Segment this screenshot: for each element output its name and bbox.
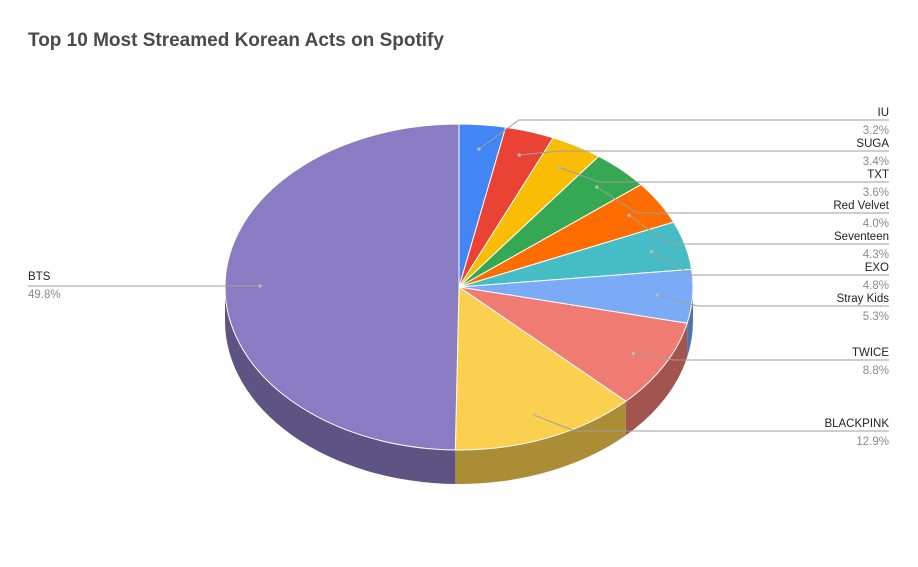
label-bts: BTS [28,271,51,283]
leader-dot-exo [649,249,653,254]
leader-line-suga [519,150,889,156]
leader-dot-iu [477,147,481,151]
label-seventeen: Seventeen [834,231,889,243]
label-red-velvet: Red Velvet [833,200,889,212]
leader-line-stray-kids [657,294,889,307]
pct-seventeen: 4.3% [863,249,889,261]
leader-dot-suga [517,153,521,157]
leader-dot-blackpink [532,413,537,417]
slice-side-stray-kids [687,287,693,358]
slice-side-blackpink [455,401,626,484]
slice-side-twice [625,323,688,436]
pct-txt: 3.6% [863,187,889,199]
label-iu: IU [878,107,890,119]
slice-side-bts [225,287,456,484]
leader-line-iu [478,119,889,150]
pct-suga: 3.4% [863,156,889,168]
pct-exo: 4.8% [863,280,889,292]
leader-dot-red-velvet [595,185,599,189]
label-suga: SUGA [856,138,889,150]
pct-iu: 3.2% [863,125,889,137]
slice-blackpink [454,286,627,451]
leader-dot-bts [258,284,262,288]
pie-depth-layer [225,287,693,484]
pct-red-velvet: 4.0% [863,218,889,230]
leader-line-twice [633,353,889,361]
pie-top-layer [224,123,694,451]
pct-blackpink: 12.9% [856,436,889,448]
leader-line-seventeen [628,214,889,245]
label-layer: IU 3.2%SUGA 3.4%TXT 3.6%Red Velvet 4.0%Seven… [28,107,890,448]
label-stray-kids: Stray Kids [837,293,890,305]
leader-line-layer [28,119,889,432]
label-twice: TWICE [852,347,889,359]
leader-line-txt [558,166,889,183]
label-exo: EXO [865,262,889,274]
leader-line-red-velvet [596,186,889,214]
pct-bts: 49.8% [28,289,61,301]
leader-dot-txt [557,165,561,169]
pct-twice: 8.8% [863,365,889,377]
label-blackpink: BLACKPINK [824,418,889,430]
leader-dot-stray-kids [655,293,660,297]
label-txt: TXT [867,169,889,181]
slice-twice [458,286,688,402]
pct-stray-kids: 5.3% [863,311,889,323]
leader-line-blackpink [534,414,889,432]
chart-title: Top 10 Most Streamed Korean Acts on Spot… [28,30,444,51]
leader-dot-twice [631,351,636,356]
leader-dot-seventeen [627,213,631,217]
leader-line-exo [651,251,889,276]
